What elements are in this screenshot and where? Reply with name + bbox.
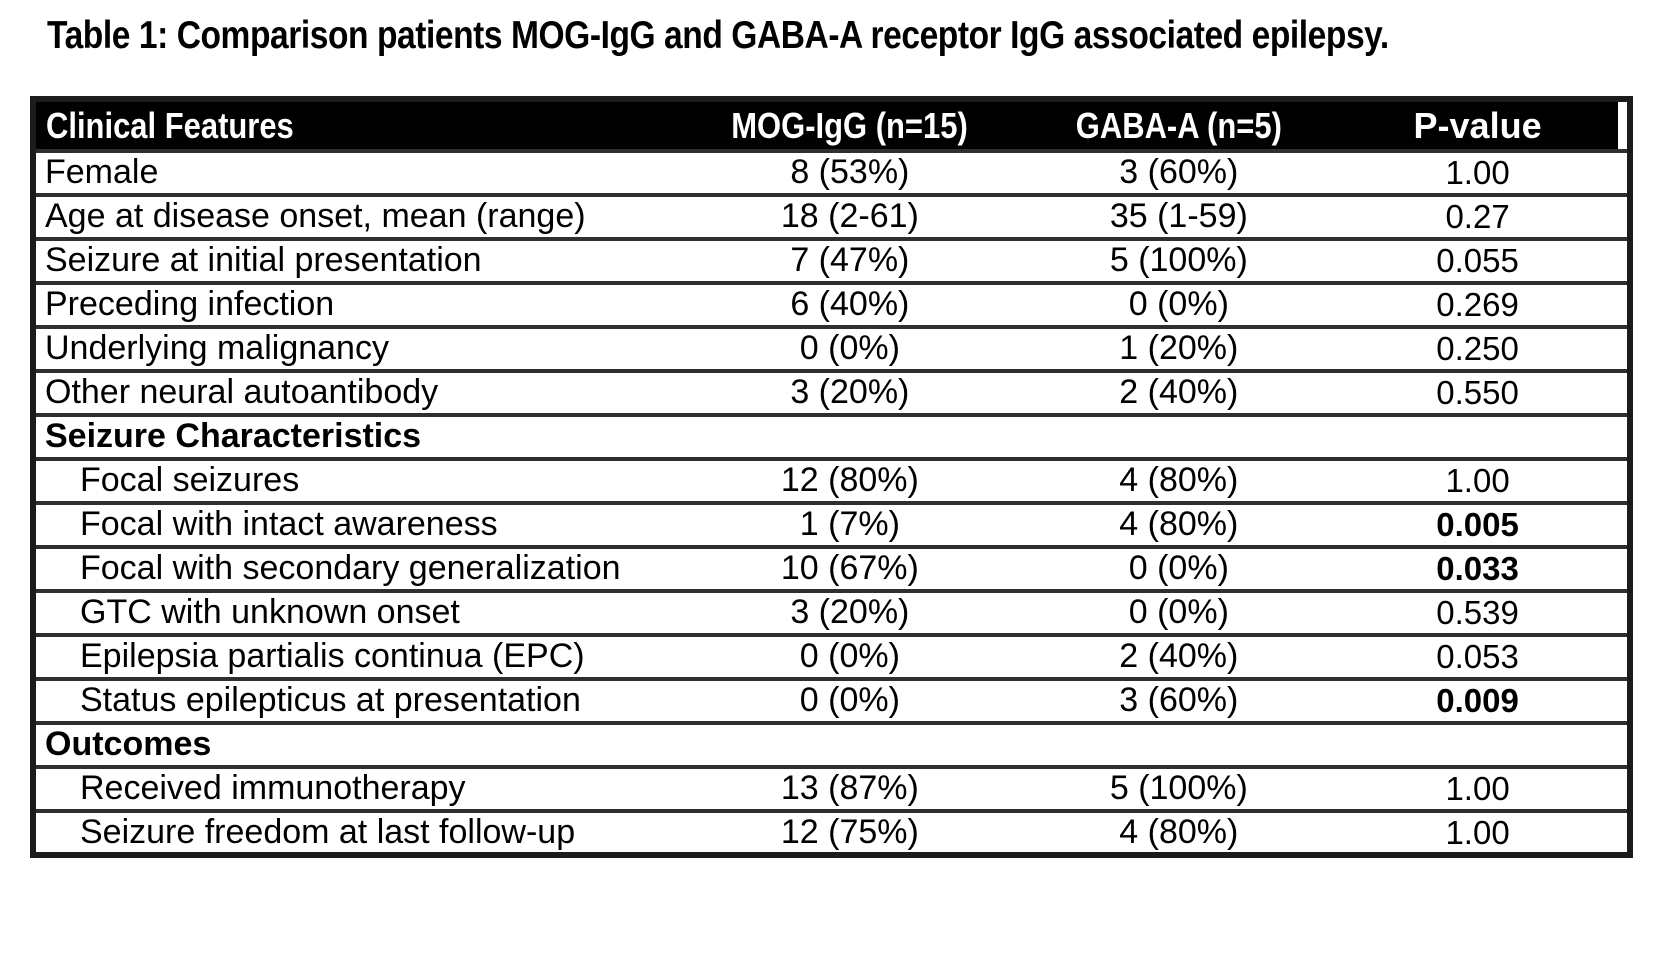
feature-cell: Underlying malignancy (45, 329, 389, 368)
mog-value-cell: 0 (0%) (799, 329, 900, 368)
table-row: Epilepsia partialis continua (EPC) 0 (0%)… (33, 635, 1630, 679)
gaba-value-cell: 4 (80%) (1119, 505, 1239, 544)
table-row: Seizure freedom at last follow-up 12 (75%… (33, 811, 1630, 855)
table-row: Focal with secondary generalization 10 (6… (33, 547, 1630, 591)
p-value-cell: 0.005 (1436, 506, 1519, 543)
p-value-cell: 1.00 (1445, 814, 1510, 851)
gaba-value-cell: 4 (80%) (1119, 812, 1239, 851)
table-row: Underlying malignancy 0 (0%) 1 (20%) 0.250 (33, 327, 1630, 371)
table-title-text: Table 1: Comparison patients MOG-IgG and… (47, 14, 1389, 57)
table-row: Age at disease onset, mean (range) 18 (2-… (33, 195, 1630, 239)
header-clinical-features-label: Clinical Features (46, 104, 294, 146)
gaba-value-cell: 35 (1-59) (1109, 197, 1248, 236)
section-row: Seizure Characteristics (33, 415, 1630, 459)
gaba-value-cell: 3 (60%) (1119, 153, 1239, 192)
feature-cell: Preceding infection (45, 285, 335, 324)
mog-value-cell: 0 (0%) (799, 681, 900, 720)
gaba-value-cell: 2 (40%) (1119, 373, 1239, 412)
p-value-cell: 1.00 (1445, 462, 1510, 499)
table-row: Seizure at initial presentation 7 (47%) 5 … (33, 239, 1630, 283)
table-row: Received immunotherapy 13 (87%) 5 (100%) 1.… (33, 767, 1630, 811)
feature-cell: Epilepsia partialis continua (EPC) (80, 637, 585, 676)
mog-value-cell: 3 (20%) (790, 593, 910, 632)
gaba-value-cell: 2 (40%) (1119, 637, 1239, 676)
p-value-cell: 0.055 (1436, 242, 1519, 279)
mog-value-cell: 1 (7%) (799, 505, 900, 544)
mog-value-cell: 12 (80%) (780, 461, 919, 500)
header-clinical-features: Clinical Features (33, 99, 671, 151)
table-header: Clinical Features MOG-IgG (n=15) GABA-A … (33, 99, 1630, 151)
gaba-value-cell: 0 (0%) (1128, 593, 1229, 632)
feature-cell: Focal with intact awareness (80, 505, 498, 544)
mog-value-cell: 12 (75%) (780, 812, 919, 851)
header-mog-igg: MOG-IgG (n=15) (670, 99, 1030, 151)
feature-cell: GTC with unknown onset (80, 593, 460, 632)
table-row: Female 8 (53%) 3 (60%) 1.00 (33, 151, 1630, 195)
table-body: Female 8 (53%) 3 (60%) 1.00 Age at disease o… (33, 151, 1630, 855)
gaba-value-cell: 0 (0%) (1128, 285, 1229, 324)
gaba-value-cell: 5 (100%) (1109, 769, 1248, 808)
header-gaba-a-label: GABA-A (n=5) (1075, 104, 1282, 146)
p-value-cell: 0.539 (1436, 594, 1519, 631)
mog-value-cell: 10 (67%) (780, 549, 919, 588)
mog-value-cell: 3 (20%) (790, 373, 910, 412)
p-value-cell: 0.033 (1436, 550, 1519, 587)
p-value-cell: 0.250 (1436, 330, 1519, 367)
mog-value-cell: 6 (40%) (790, 285, 910, 324)
section-header-cell: Seizure Characteristics (45, 417, 422, 456)
feature-cell: Seizure at initial presentation (45, 241, 482, 280)
feature-cell: Age at disease onset, mean (range) (45, 197, 586, 236)
feature-cell: Status epilepticus at presentation (80, 681, 581, 720)
feature-cell: Other neural autoantibody (45, 373, 439, 412)
p-value-cell: 1.00 (1445, 154, 1510, 191)
p-value-cell: 1.00 (1445, 770, 1510, 807)
p-value-cell: 0.269 (1436, 286, 1519, 323)
section-header-cell: Outcomes (45, 725, 212, 764)
table-row: GTC with unknown onset 3 (20%) 0 (0%) 0.539 (33, 591, 1630, 635)
p-value-cell: 0.550 (1436, 374, 1519, 411)
feature-cell: Focal with secondary generalization (80, 549, 621, 588)
p-value-cell: 0.009 (1436, 682, 1519, 719)
gaba-value-cell: 5 (100%) (1109, 241, 1248, 280)
gaba-value-cell: 1 (20%) (1119, 329, 1239, 368)
header-mog-igg-label: MOG-IgG (n=15) (731, 104, 969, 146)
mog-value-cell: 7 (47%) (790, 241, 910, 280)
gaba-value-cell: 3 (60%) (1119, 681, 1239, 720)
table-row: Status epilepticus at presentation 0 (0%)… (33, 679, 1630, 723)
mog-value-cell: 0 (0%) (799, 637, 900, 676)
feature-cell: Seizure freedom at last follow-up (80, 812, 576, 851)
mog-value-cell: 13 (87%) (780, 769, 919, 808)
comparison-table: Clinical Features MOG-IgG (n=15) GABA-A … (30, 96, 1633, 858)
header-gaba-a: GABA-A (n=5) (1029, 99, 1329, 151)
table-row: Other neural autoantibody 3 (20%) 2 (40%) 0… (33, 371, 1630, 415)
header-row: Clinical Features MOG-IgG (n=15) GABA-A … (33, 99, 1630, 151)
table-row: Preceding infection 6 (40%) 0 (0%) 0.269 (33, 283, 1630, 327)
table-row: Focal with intact awareness 1 (7%) 4 (80%)… (33, 503, 1630, 547)
table-title: Table 1: Comparison patients MOG-IgG and… (47, 14, 1607, 58)
table-row: Focal seizures 12 (80%) 4 (80%) 1.00 (33, 459, 1630, 503)
p-value-cell: 0.27 (1445, 198, 1510, 235)
feature-cell: Female (45, 153, 159, 192)
gaba-value-cell: 0 (0%) (1128, 549, 1229, 588)
mog-value-cell: 8 (53%) (790, 153, 910, 192)
feature-cell: Focal seizures (80, 461, 300, 500)
gaba-value-cell: 4 (80%) (1119, 461, 1239, 500)
p-value-cell: 0.053 (1436, 638, 1519, 675)
section-row: Outcomes (33, 723, 1630, 767)
header-p-value: P-value (1328, 99, 1630, 151)
mog-value-cell: 18 (2-61) (780, 197, 919, 236)
feature-cell: Received immunotherapy (80, 769, 466, 808)
header-p-value-label: P-value (1413, 104, 1542, 146)
